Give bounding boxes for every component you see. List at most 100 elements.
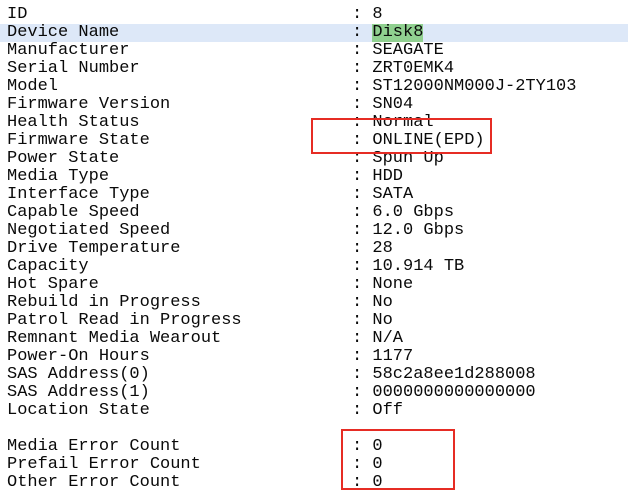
field-label: Prefail Error Count — [7, 456, 201, 474]
field-value: 1177 — [372, 347, 414, 366]
disk-info-output: ID: 8 Device Name: Disk8 Manufacturer: SEA… — [0, 6, 628, 492]
colon-separator: : — [352, 365, 373, 384]
info-row: Firmware State: ONLINE(EPD) — [0, 132, 628, 150]
info-row: Location State: Off — [0, 402, 628, 420]
field-value: Spun Up — [372, 149, 444, 168]
field-value: 10.914 TB — [372, 257, 465, 276]
info-row: ID: 8 — [0, 6, 628, 24]
field-value: ONLINE(EPD) — [372, 131, 485, 150]
info-row: SAS Address(1): 0000000000000000 — [0, 384, 628, 402]
field-label: Power State — [7, 150, 120, 168]
colon-separator: : — [352, 473, 373, 492]
field-label: Media Error Count — [7, 438, 181, 456]
colon-separator: : — [352, 149, 373, 168]
colon-separator: : — [352, 59, 373, 78]
field-value: SN04 — [372, 95, 414, 114]
info-row: Prefail Error Count: 0 — [0, 456, 628, 474]
info-row: Drive Temperature: 28 — [0, 240, 628, 258]
field-value: 0 — [372, 455, 383, 474]
field-label: Drive Temperature — [7, 240, 181, 258]
field-label: Capable Speed — [7, 204, 140, 222]
field-label: Capacity — [7, 258, 89, 276]
field-label: Power-On Hours — [7, 348, 150, 366]
colon-separator: : — [352, 275, 373, 294]
field-label: Location State — [7, 402, 150, 420]
colon-separator: : — [352, 437, 373, 456]
info-row: Hot Spare: None — [0, 276, 628, 294]
colon-separator: : — [352, 131, 373, 150]
colon-separator: : — [352, 77, 373, 96]
info-row: Negotiated Speed: 12.0 Gbps — [0, 222, 628, 240]
colon-separator: : — [352, 167, 373, 186]
field-value: 28 — [372, 239, 393, 258]
field-label: Interface Type — [7, 186, 150, 204]
field-value: 12.0 Gbps — [372, 221, 465, 240]
field-label: Rebuild in Progress — [7, 294, 201, 312]
colon-separator: : — [352, 455, 373, 474]
info-row: Patrol Read in Progress: No — [0, 312, 628, 330]
info-row: Media Error Count: 0 — [0, 438, 628, 456]
colon-separator: : — [352, 185, 373, 204]
field-value: SEAGATE — [372, 41, 444, 60]
colon-separator: : — [352, 23, 373, 42]
field-value: 8 — [372, 5, 383, 24]
info-row: Capable Speed: 6.0 Gbps — [0, 204, 628, 222]
info-row: Rebuild in Progress: No — [0, 294, 628, 312]
colon-separator: : — [352, 293, 373, 312]
blank-line — [0, 420, 628, 438]
field-value: SATA — [372, 185, 414, 204]
colon-separator: : — [352, 41, 373, 60]
field-value: No — [372, 293, 393, 312]
field-value: 6.0 Gbps — [372, 203, 455, 222]
field-label: Firmware Version — [7, 96, 171, 114]
field-label: Other Error Count — [7, 474, 181, 492]
field-value: None — [372, 275, 414, 294]
field-label: ID — [7, 6, 28, 24]
field-label: Firmware State — [7, 132, 150, 150]
info-row: Power-On Hours: 1177 — [0, 348, 628, 366]
colon-separator: : — [352, 401, 373, 420]
info-row: Other Error Count: 0 — [0, 474, 628, 492]
info-row: Health Status: Normal — [0, 114, 628, 132]
info-row: Power State: Spun Up — [0, 150, 628, 168]
field-value: 0 — [372, 437, 383, 456]
colon-separator: : — [352, 113, 373, 132]
info-row: Serial Number: ZRT0EMK4 — [0, 60, 628, 78]
field-label: Device Name — [7, 24, 120, 42]
field-value: N/A — [372, 329, 404, 348]
field-label: Serial Number — [7, 60, 140, 78]
field-value: 0000000000000000 — [372, 383, 536, 402]
colon-separator: : — [352, 5, 373, 24]
field-label: SAS Address(0) — [7, 366, 150, 384]
info-row: SAS Address(0): 58c2a8ee1d288008 — [0, 366, 628, 384]
colon-separator: : — [352, 239, 373, 258]
info-row: Model: ST12000NM000J-2TY103 — [0, 78, 628, 96]
info-row: Interface Type: SATA — [0, 186, 628, 204]
info-row: Device Name: Disk8 — [0, 24, 628, 42]
info-row: Firmware Version: SN04 — [0, 96, 628, 114]
field-label: Manufacturer — [7, 42, 130, 60]
field-value: 58c2a8ee1d288008 — [372, 365, 536, 384]
field-value: No — [372, 311, 393, 330]
info-row: Remnant Media Wearout: N/A — [0, 330, 628, 348]
colon-separator: : — [352, 383, 373, 402]
colon-separator: : — [352, 203, 373, 222]
info-row: Capacity: 10.914 TB — [0, 258, 628, 276]
field-label: Health Status — [7, 114, 140, 132]
info-row: Manufacturer: SEAGATE — [0, 42, 628, 60]
field-label: Remnant Media Wearout — [7, 330, 222, 348]
field-label: Hot Spare — [7, 276, 99, 294]
colon-separator: : — [352, 347, 373, 366]
field-value: Off — [372, 401, 404, 420]
colon-separator: : — [352, 329, 373, 348]
colon-separator: : — [352, 257, 373, 276]
field-value: ST12000NM000J-2TY103 — [372, 77, 577, 96]
field-label: Media Type — [7, 168, 110, 186]
field-value: ZRT0EMK4 — [372, 59, 455, 78]
field-label: SAS Address(1) — [7, 384, 150, 402]
colon-separator: : — [352, 221, 373, 240]
colon-separator: : — [352, 311, 373, 330]
device-name-value-highlight: Disk8 — [372, 23, 424, 42]
field-label: Patrol Read in Progress — [7, 312, 242, 330]
field-label: Model — [7, 78, 59, 96]
